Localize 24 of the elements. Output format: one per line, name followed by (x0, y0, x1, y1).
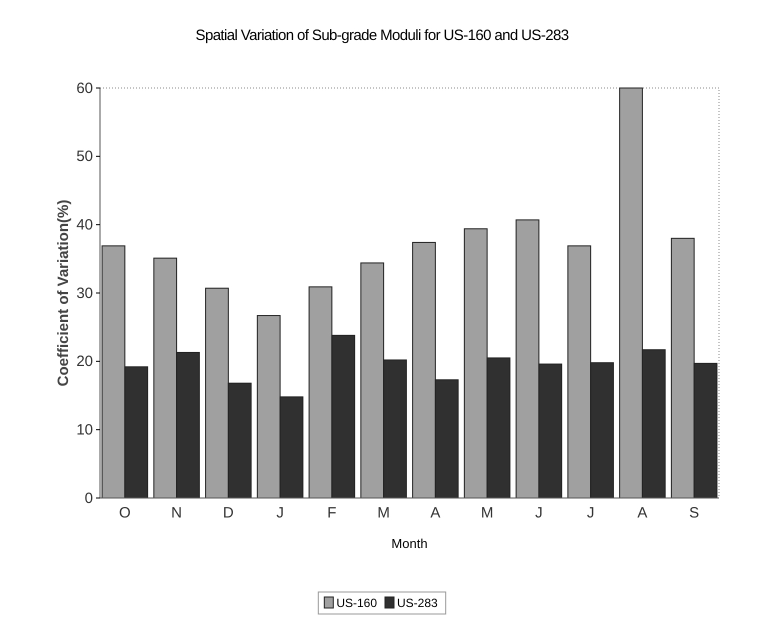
y-tick-label: 60 (76, 80, 93, 97)
y-axis-title: Coefficient of Variation(%) (55, 200, 72, 386)
x-tick-label: N (171, 504, 182, 522)
x-tick-label: F (327, 504, 336, 522)
x-tick-label: A (430, 504, 440, 522)
x-tick-label: A (637, 504, 648, 522)
legend-label: US-283 (397, 596, 438, 610)
x-tick-label: M (377, 504, 390, 522)
y-tick-label: 50 (76, 148, 93, 166)
y-tick-label: 40 (76, 216, 93, 234)
x-tick-label: J (276, 504, 284, 522)
y-tick-label: 30 (76, 284, 93, 302)
x-axis-title: Month (391, 536, 428, 551)
x-tick-label: D (222, 504, 234, 522)
x-tick-label: J (586, 504, 594, 522)
x-tick-label: O (119, 504, 131, 522)
y-tick-label: 0 (84, 490, 93, 507)
x-tick-label: J (535, 504, 543, 522)
y-tick-label: 10 (76, 421, 93, 438)
x-tick-label: M (480, 504, 494, 522)
x-tick-label: S (689, 504, 700, 522)
chart-title: Spatial Variation of Sub-grade Moduli for US-160 and US-283 (196, 27, 569, 44)
legend-label: US-160 (336, 596, 378, 610)
y-tick-label: 20 (76, 353, 93, 370)
